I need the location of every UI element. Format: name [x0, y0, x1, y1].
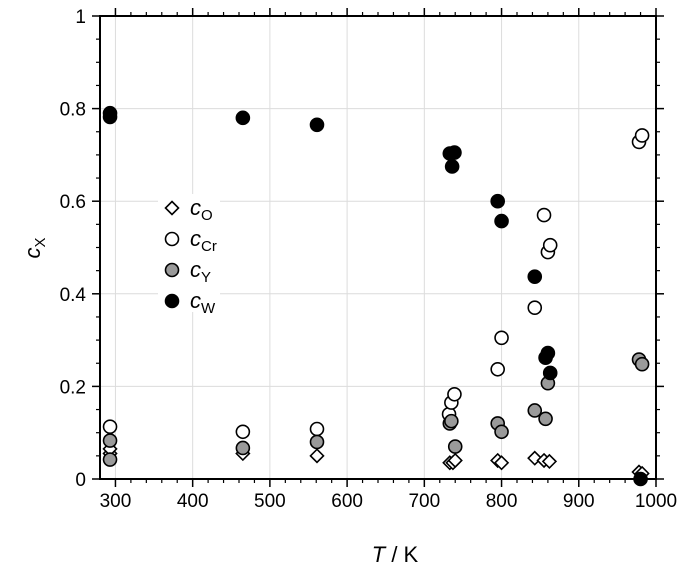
x-tick-label: 600	[331, 491, 363, 512]
data-point	[490, 361, 505, 377]
data-point	[538, 411, 553, 427]
data-point	[536, 207, 552, 223]
data-point	[447, 145, 462, 160]
data-point	[102, 433, 118, 448]
data-point	[493, 455, 510, 471]
x-tick-label: 700	[408, 491, 440, 512]
y-tick-label: 0.4	[60, 285, 87, 306]
y-tick-label: 0	[75, 470, 86, 491]
x-tick-label: 500	[254, 491, 286, 512]
y-tick-label: 0.6	[60, 192, 86, 213]
data-point	[494, 424, 509, 440]
legend-label: cW	[190, 288, 216, 317]
legend-item-c_W: cW	[164, 288, 216, 317]
data-point	[634, 356, 650, 372]
data-point	[494, 330, 509, 346]
legend-background	[158, 194, 220, 312]
legend-label: cO	[190, 195, 213, 224]
y-tick-label: 0.2	[60, 377, 86, 398]
data-point	[309, 434, 325, 450]
data-point	[527, 403, 543, 418]
data-point	[235, 110, 251, 126]
data-point	[490, 193, 505, 209]
legend-marker	[164, 200, 180, 216]
data-point	[444, 413, 459, 429]
data-point	[633, 471, 648, 487]
legend-marker	[164, 262, 180, 278]
y-tick-label: 1	[75, 7, 86, 28]
data-point	[309, 448, 325, 464]
legend-item-c_Cr: cCr	[164, 226, 217, 255]
data-point	[542, 237, 558, 253]
data-point	[235, 424, 251, 440]
legend-label: cCr	[190, 226, 217, 255]
data-point	[102, 419, 118, 434]
x-tick-label: 800	[486, 491, 518, 512]
data-point	[235, 440, 251, 456]
x-tick-label: 400	[177, 491, 209, 512]
data-point	[634, 128, 650, 143]
x-axis-title: T / K	[372, 542, 419, 567]
data-point	[309, 421, 325, 437]
data-point	[527, 269, 543, 284]
data-point	[102, 109, 118, 125]
x-tick-label: 900	[563, 491, 595, 512]
data-point	[527, 300, 543, 315]
legend-item-c_Y: cY	[164, 257, 211, 286]
data-point	[444, 159, 460, 174]
data-point	[447, 452, 463, 469]
data-point	[542, 365, 558, 381]
y-tick-label: 0.8	[60, 100, 86, 121]
data-point	[102, 452, 118, 467]
data-point	[309, 117, 325, 133]
data-points	[102, 105, 650, 487]
grid-lines	[100, 16, 656, 479]
data-point	[447, 386, 462, 402]
legend-item-c_O: cO	[164, 195, 213, 224]
data-point	[541, 453, 558, 470]
series-c_W	[102, 105, 648, 487]
data-point	[447, 439, 463, 454]
y-axis-title: cX	[20, 237, 49, 258]
series-c_Y	[102, 352, 650, 467]
legend-marker	[164, 293, 180, 309]
axis-ticks	[92, 8, 664, 487]
legend-marker	[164, 231, 180, 247]
x-tick-label: 1000	[635, 491, 677, 512]
x-tick-label: 300	[100, 491, 132, 512]
axis-tick-labels: 300 400 500 600 700 800 900 1000 0 0.2 0.4 0.6 0.8 1	[60, 7, 678, 512]
data-point	[540, 345, 556, 361]
series-c_O	[102, 441, 650, 482]
legend-label: cY	[190, 257, 211, 286]
data-point	[494, 213, 509, 229]
